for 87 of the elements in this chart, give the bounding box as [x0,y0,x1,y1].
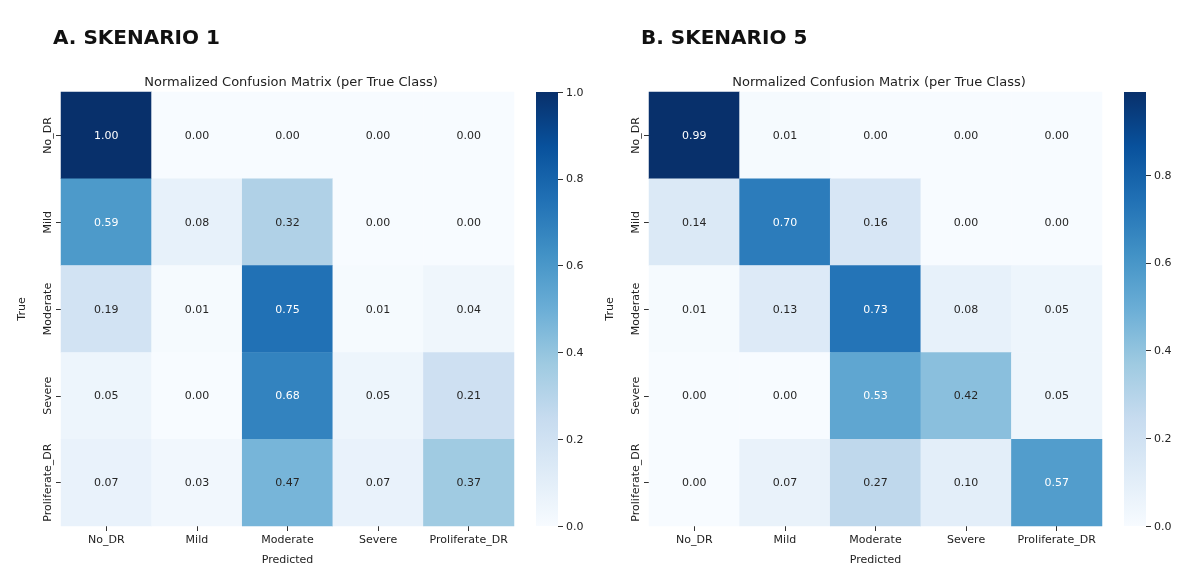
x-tick-label: Mild [773,533,797,546]
data-label: 0.00 [1044,215,1069,229]
x-tick-label: Proliferate_DR [1017,533,1097,546]
data-label: 0.03 [184,476,210,490]
data-label: 0.00 [275,128,300,142]
data-label: 0.08 [184,215,210,229]
data-label: 0.00 [1044,128,1069,142]
data-label: 0.10 [953,476,979,490]
x-tick-label: Mild [185,533,209,546]
data-label: 0.21 [456,389,481,403]
data-label: 0.19 [94,302,119,316]
data-label: 0.07 [94,476,119,490]
color-bar-label: 0.2 [1154,431,1172,445]
data-label: 0.00 [184,128,210,142]
x-tick-label: Proliferate_DR [429,533,509,546]
data-label: 1.00 [94,128,119,142]
x-tick-label: Severe [947,533,986,546]
data-label: 0.05 [365,389,391,403]
color-bar-label: 1.0 [566,85,584,99]
data-label: 0.42 [953,389,979,403]
chart-title: B. SKENARIO 5 [641,25,808,49]
x-tick-label: Severe [359,533,398,546]
x-tick-label: No_DR [88,533,125,546]
color-bar-label: 0.4 [1154,344,1172,358]
data-label: 0.57 [1044,476,1069,490]
data-label: 0.27 [863,476,888,490]
chart-subtitle: Normalized Confusion Matrix (per True Class) [732,74,1026,89]
data-label: 0.00 [863,128,888,142]
y-tick-label: Moderate [41,282,54,336]
y-tick-label: Mild [629,210,642,234]
color-bar-label: 0.8 [1154,168,1172,182]
data-label: 0.07 [365,476,391,490]
data-label: 0.00 [682,389,707,403]
data-label: 0.53 [863,389,888,403]
y-tick-label: Severe [41,376,54,415]
data-label: 0.00 [456,215,481,229]
x-axis-title: Predicted [261,553,314,566]
data-label: 0.75 [275,302,300,316]
data-label: 0.08 [953,302,979,316]
data-label: 0.99 [682,128,707,142]
data-label: 0.05 [1044,302,1069,316]
data-label: 0.05 [94,389,119,403]
y-tick-label: No_DR [629,116,642,154]
data-label: 0.68 [275,389,300,403]
data-label: 0.73 [863,302,888,316]
y-axis-title: True [15,297,28,322]
data-label: 0.01 [365,302,391,316]
x-axis-title: Predicted [849,553,902,566]
y-tick-label: Mild [41,210,54,234]
data-label: 0.32 [275,215,300,229]
data-label: 0.01 [772,128,798,142]
data-label: 0.05 [1044,389,1069,403]
data-label: 0.47 [275,476,300,490]
y-tick-label: Severe [629,376,642,415]
data-label: 0.00 [682,476,707,490]
x-tick-label: Moderate [849,533,902,546]
data-label: 0.01 [682,302,707,316]
data-label: 0.04 [456,302,481,316]
x-tick-label: Moderate [261,533,314,546]
color-bar-label: 0.0 [566,519,584,533]
data-label: 0.00 [456,128,481,142]
data-label: 0.00 [953,215,979,229]
data-label: 0.37 [456,476,481,490]
color-bar-label: 0.6 [1154,256,1172,270]
data-label: 0.00 [365,215,391,229]
chart-subtitle: Normalized Confusion Matrix (per True Class) [144,74,438,89]
data-label: 0.00 [953,128,979,142]
data-label: 0.13 [772,302,798,316]
data-label: 0.07 [772,476,798,490]
data-label: 0.14 [682,215,707,229]
data-label: 0.00 [772,389,798,403]
data-label: 0.00 [184,389,210,403]
data-label: 0.16 [863,215,888,229]
data-label: 0.01 [184,302,210,316]
data-label: 0.70 [772,215,798,229]
color-bar-label: 0.6 [566,259,584,273]
y-tick-label: No_DR [41,116,54,154]
color-bar-label: 0.0 [1154,519,1172,533]
color-bar-label: 0.8 [566,172,584,186]
y-tick-label: Moderate [629,282,642,336]
data-label: 0.00 [365,128,391,142]
color-bar-label: 0.2 [566,432,584,446]
y-axis-title: True [603,297,616,322]
color-bar-label: 0.4 [566,345,584,359]
data-label: 0.59 [94,215,119,229]
chart-title: A. SKENARIO 1 [53,25,220,49]
x-tick-label: No_DR [676,533,713,546]
